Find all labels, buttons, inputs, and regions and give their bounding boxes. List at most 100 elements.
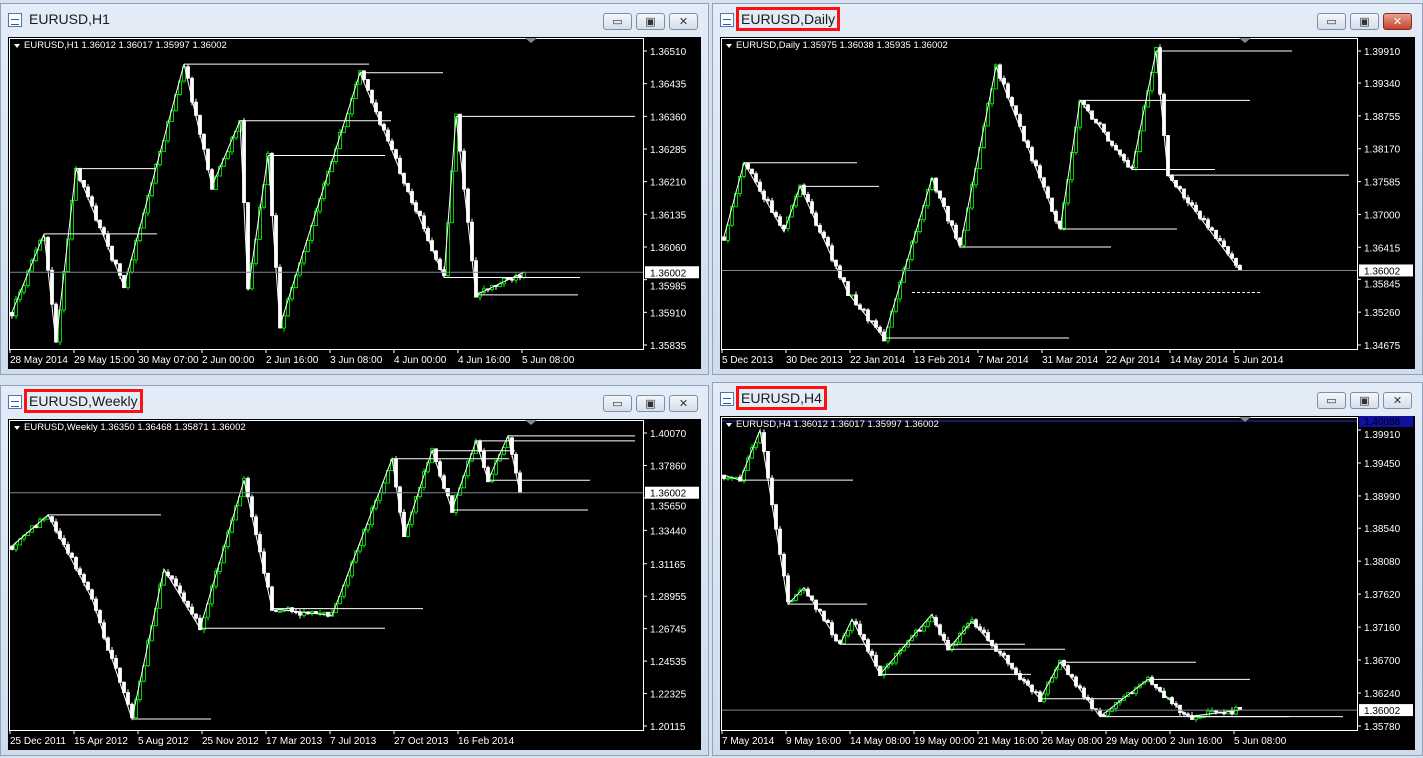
x-tick-label: 29 May 15:00	[74, 355, 135, 366]
candle	[1214, 709, 1218, 715]
x-tick-label: 3 Jun 08:00	[330, 355, 383, 366]
candle	[46, 236, 50, 271]
chart-window-daily[interactable]: EURUSD,Daily ▭ ▣ ✕ 1.39910 1.39340 1.38755…	[712, 3, 1423, 375]
close-button[interactable]: ✕	[669, 13, 698, 30]
bid-price-label: 1.36002	[650, 489, 687, 500]
y-tick-label: 1.22325	[650, 690, 687, 701]
close-button[interactable]: ✕	[1383, 392, 1412, 409]
title-bar[interactable]: EURUSD,H4 ▭ ▣ ✕	[713, 383, 1422, 413]
y-tick-label: 1.28955	[650, 592, 687, 603]
candle	[1178, 185, 1182, 191]
restore-button[interactable]: ▣	[1350, 13, 1379, 30]
y-tick-label: 1.36210	[650, 178, 687, 189]
chart-shift-marker-icon[interactable]	[525, 420, 537, 425]
x-tick-label: 21 May 16:00	[978, 736, 1039, 747]
price-chart[interactable]: 1.39910 1.39450 1.38990 1.38540 1.38080 1.376…	[720, 416, 1415, 750]
y-tick-label: 1.36135	[650, 210, 687, 221]
x-tick-label: 17 Mar 2013	[266, 736, 323, 747]
y-tick-label: 1.36435	[650, 80, 687, 91]
info-dropdown-icon[interactable]	[726, 423, 732, 427]
y-tick-label: 1.34675	[1364, 341, 1401, 352]
candle	[1062, 659, 1066, 668]
price-chart[interactable]: 1.39910 1.39340 1.38755 1.38170 1.37585 1.370…	[720, 37, 1415, 369]
info-dropdown-icon[interactable]	[14, 44, 20, 48]
y-tick-label: 1.36700	[1364, 656, 1401, 667]
minimize-button[interactable]: ▭	[1317, 13, 1346, 30]
candle	[850, 619, 854, 634]
candle	[1222, 238, 1226, 248]
minimize-button[interactable]: ▭	[1317, 392, 1346, 409]
candle	[514, 272, 518, 284]
x-tick-label: 7 Jul 2013	[330, 736, 377, 747]
candle	[10, 311, 14, 319]
y-tick-label: 1.20115	[650, 722, 686, 733]
zigzag-line	[11, 434, 521, 721]
bid-price-label: 1.36002	[1364, 706, 1401, 717]
y-tick-label: 1.35650	[650, 502, 687, 513]
minimize-button[interactable]: ▭	[603, 13, 632, 30]
candle	[206, 600, 210, 621]
candle	[726, 223, 730, 244]
minimize-button[interactable]: ▭	[603, 395, 632, 412]
candle	[1190, 199, 1194, 208]
y-tick-label: 1.35260	[1364, 308, 1401, 319]
candle	[86, 580, 90, 591]
x-tick-label: 26 May 08:00	[1042, 736, 1103, 747]
x-tick-label: 27 Oct 2013	[394, 736, 449, 747]
candle	[362, 70, 366, 83]
restore-button[interactable]: ▣	[636, 395, 665, 412]
candle	[338, 595, 342, 605]
candle	[282, 313, 286, 332]
candle	[194, 613, 198, 621]
chart-info-line: EURUSD,H4 1.36012 1.36017 1.35997 1.3600…	[736, 419, 939, 430]
candle	[862, 633, 866, 641]
x-tick-label: 13 Feb 2014	[914, 355, 971, 366]
close-button[interactable]: ✕	[1383, 13, 1412, 30]
chart-shift-marker-icon[interactable]	[1239, 417, 1251, 422]
x-tick-label: 25 Dec 2011	[10, 736, 66, 747]
chart-info-line: EURUSD,Daily 1.35975 1.36038 1.35935 1.3…	[736, 40, 948, 51]
candle	[170, 575, 174, 583]
price-chart[interactable]: 1.40070 1.37860 1.35650 1.33440 1.31165 1.289…	[8, 419, 701, 750]
chart-shift-marker-icon[interactable]	[1239, 38, 1251, 43]
info-dropdown-icon[interactable]	[726, 44, 732, 48]
x-tick-label: 7 Mar 2014	[978, 355, 1029, 366]
candle	[762, 429, 766, 454]
restore-button[interactable]: ▣	[636, 13, 665, 30]
title-bar[interactable]: EURUSD,Daily ▭ ▣ ✕	[713, 4, 1422, 34]
window-title: EURUSD,H4	[736, 386, 827, 410]
info-dropdown-icon[interactable]	[14, 426, 20, 430]
chart-shift-marker-icon[interactable]	[525, 38, 537, 43]
candles	[722, 44, 1242, 344]
candle	[318, 609, 322, 617]
chart-window-h1[interactable]: EURUSD,H1 ▭ ▣ ✕ 1.36510 1.36435 1.36360 1.3…	[0, 3, 709, 375]
x-tick-label: 30 May 07:00	[138, 355, 199, 366]
candle	[1194, 202, 1198, 213]
candle	[1002, 651, 1006, 657]
candle	[882, 665, 886, 679]
x-tick-label: 2 Jun 16:00	[266, 355, 319, 366]
x-tick-label: 16 Feb 2014	[458, 736, 515, 747]
candle	[934, 615, 938, 627]
x-tick-label: 31 Mar 2014	[1042, 355, 1099, 366]
y-tick-label: 1.35910	[650, 308, 687, 319]
candle	[958, 631, 962, 644]
price-chart[interactable]: 1.36510 1.36435 1.36360 1.36285 1.36210 1.361…	[8, 37, 701, 369]
candle	[806, 191, 810, 203]
y-tick-label: 1.35845	[1364, 279, 1401, 290]
chart-window-h4[interactable]: EURUSD,H4 ▭ ▣ ✕ 1.39910 1.39450 1.38990 1.3…	[712, 382, 1423, 756]
y-tick-label: 1.39340	[1364, 79, 1401, 90]
y-tick-label: 1.26745	[650, 625, 687, 636]
candle	[178, 582, 182, 596]
y-tick-label: 1.36510	[650, 47, 687, 58]
candle	[782, 552, 786, 578]
close-button[interactable]: ✕	[669, 395, 698, 412]
candle	[114, 654, 118, 670]
candle	[182, 64, 186, 83]
restore-button[interactable]: ▣	[1350, 392, 1379, 409]
chart-window-weekly[interactable]: EURUSD,Weekly ▭ ▣ ✕ 1.40070 1.37860 1.3565…	[0, 385, 709, 756]
x-tick-label: 22 Apr 2014	[1106, 355, 1160, 366]
title-bar[interactable]: EURUSD,H1 ▭ ▣ ✕	[1, 4, 708, 34]
candle	[722, 236, 726, 241]
title-bar[interactable]: EURUSD,Weekly ▭ ▣ ✕	[1, 386, 708, 416]
